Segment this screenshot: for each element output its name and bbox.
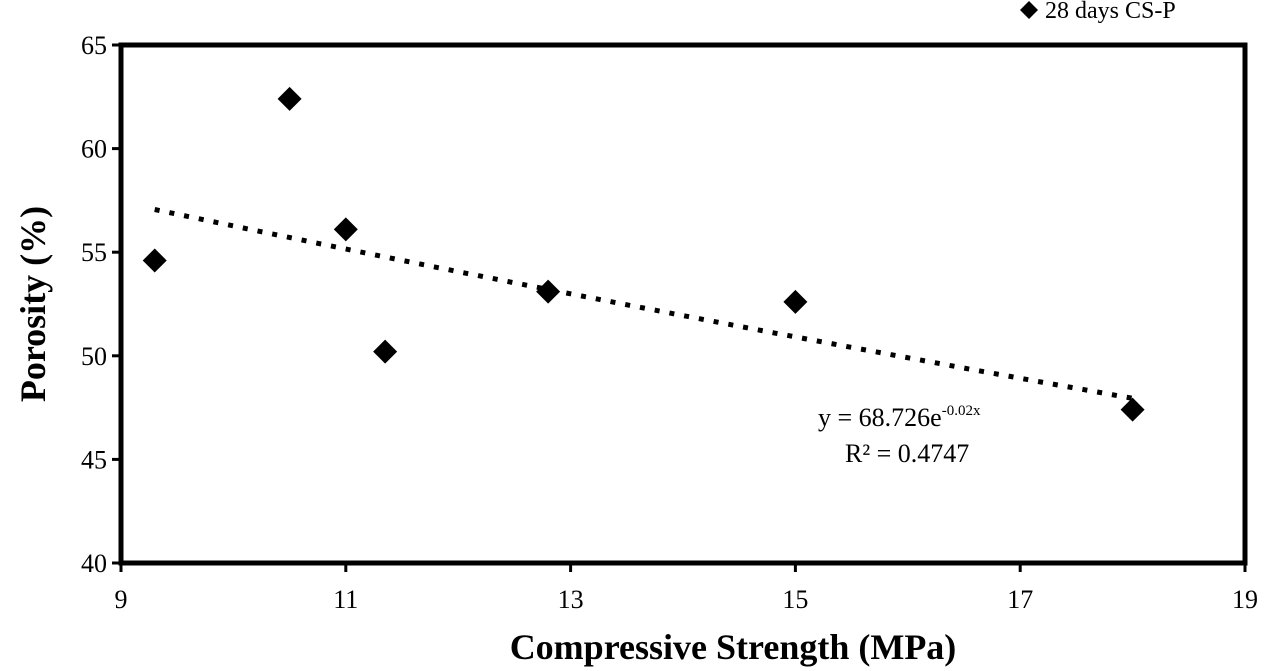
y-tick-label-5: 65 bbox=[81, 31, 107, 60]
data-point-4 bbox=[536, 279, 561, 304]
equation-exponent: -0.02x bbox=[942, 403, 981, 419]
y-axis-ticks: 40 45 50 55 60 65 bbox=[81, 31, 121, 578]
data-point-6 bbox=[1120, 397, 1145, 422]
x-tick-label-2: 13 bbox=[558, 585, 584, 614]
data-point-1 bbox=[277, 86, 302, 111]
x-axis-title: Compressive Strength (MPa) bbox=[510, 627, 957, 667]
data-point-5 bbox=[783, 289, 808, 314]
legend: 28 days CS-P bbox=[1020, 0, 1176, 24]
plot-frame bbox=[118, 42, 1248, 566]
x-tick-label-5: 19 bbox=[1232, 585, 1258, 614]
trendline bbox=[154, 207, 1134, 401]
data-point-2 bbox=[333, 217, 358, 242]
legend-entry-label: 28 days CS-P bbox=[1045, 0, 1176, 24]
x-tick-label-0: 9 bbox=[115, 585, 128, 614]
x-tick-label-1: 11 bbox=[333, 585, 358, 614]
y-tick-label-2: 50 bbox=[81, 342, 107, 371]
y-tick-label-3: 55 bbox=[81, 238, 107, 267]
x-tick-label-4: 17 bbox=[1007, 585, 1033, 614]
data-point-3 bbox=[373, 339, 398, 364]
x-tick-label-3: 15 bbox=[782, 585, 808, 614]
y-tick-label-4: 60 bbox=[81, 135, 107, 164]
legend-diamond-icon bbox=[1020, 1, 1038, 19]
trendline-equation: y = 68.726e-0.02x R² = 0.4747 bbox=[818, 403, 981, 468]
equation-label: y = 68.726e-0.02x bbox=[818, 403, 981, 432]
y-tick-label-1: 45 bbox=[81, 445, 107, 474]
y-axis-title: Porosity (%) bbox=[13, 206, 53, 402]
data-point-0 bbox=[142, 248, 167, 273]
x-axis-ticks: 9 11 13 15 17 19 bbox=[115, 563, 1258, 614]
trendline-path bbox=[154, 207, 1134, 401]
equation-base: y = 68.726e bbox=[818, 403, 942, 432]
y-tick-label-0: 40 bbox=[81, 549, 107, 578]
data-points bbox=[142, 86, 1145, 422]
r-squared-label: R² = 0.4747 bbox=[845, 439, 969, 468]
